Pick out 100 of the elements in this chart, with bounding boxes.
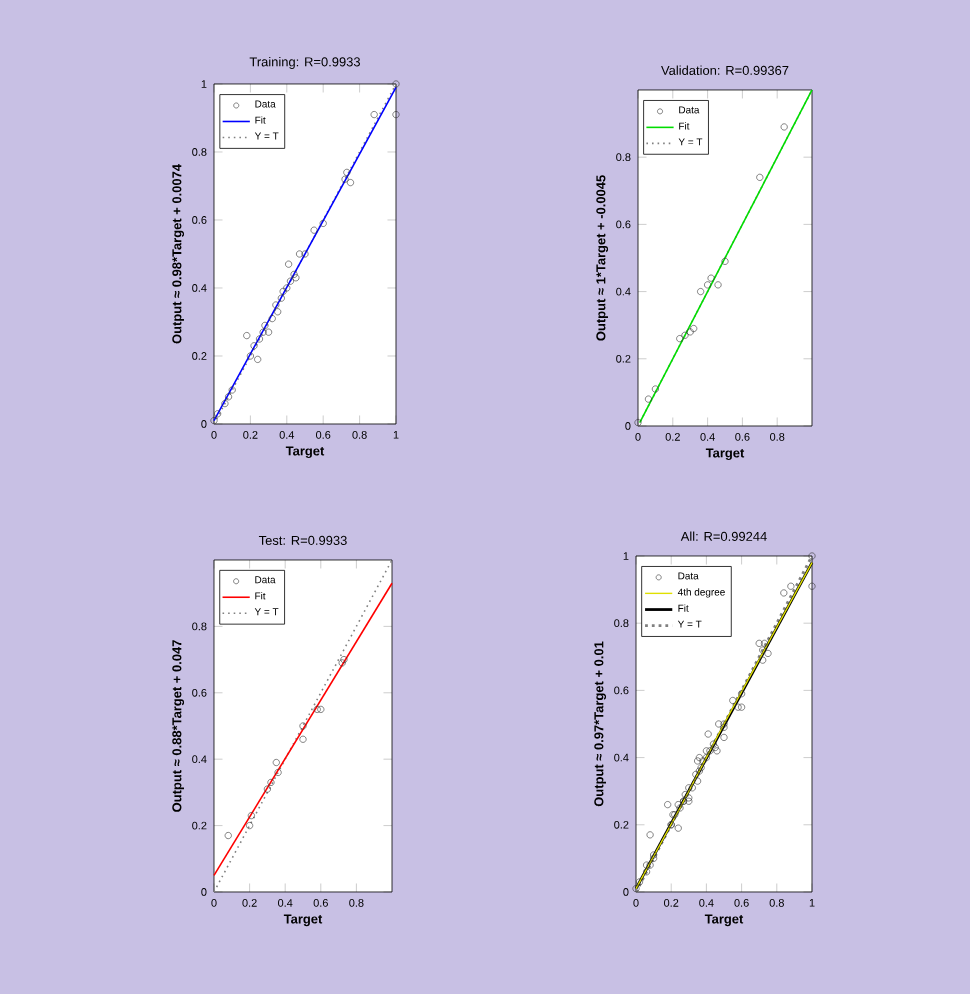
point	[734, 703, 742, 711]
point	[681, 791, 689, 799]
point	[274, 768, 282, 776]
point	[756, 173, 764, 181]
point	[685, 797, 693, 805]
point	[214, 410, 222, 418]
point	[646, 861, 654, 869]
point	[706, 747, 714, 755]
point	[650, 854, 658, 862]
point	[225, 393, 233, 401]
point	[338, 659, 346, 667]
point	[755, 639, 763, 647]
point	[317, 705, 325, 713]
point	[685, 794, 693, 802]
point	[340, 656, 348, 664]
point	[780, 589, 788, 597]
point	[644, 395, 652, 403]
point	[702, 754, 710, 762]
point	[715, 720, 723, 728]
point	[392, 111, 400, 119]
point	[370, 111, 378, 119]
point	[256, 335, 263, 343]
point	[699, 757, 707, 765]
point	[764, 649, 772, 657]
point	[643, 868, 651, 876]
point	[709, 740, 717, 748]
point	[686, 328, 694, 336]
point	[224, 832, 232, 840]
point	[261, 321, 269, 329]
point	[210, 417, 218, 425]
point	[221, 400, 229, 408]
point	[310, 226, 318, 234]
point	[681, 331, 689, 339]
point	[347, 179, 354, 187]
point	[646, 831, 654, 839]
point	[738, 703, 746, 711]
point	[299, 722, 307, 730]
point	[292, 274, 300, 282]
point	[694, 777, 702, 785]
point	[690, 325, 698, 333]
point	[290, 270, 298, 278]
point	[707, 274, 715, 282]
point	[272, 301, 280, 309]
point	[780, 123, 788, 131]
point	[296, 250, 304, 258]
point	[695, 767, 703, 775]
point	[392, 80, 400, 88]
point	[279, 287, 287, 295]
point	[267, 778, 275, 786]
point	[643, 861, 651, 869]
point	[268, 315, 276, 323]
point	[720, 720, 728, 728]
point	[759, 656, 767, 664]
point	[759, 646, 767, 654]
point	[313, 705, 321, 713]
point	[272, 759, 280, 766]
point	[250, 342, 258, 350]
point	[787, 582, 795, 590]
point	[634, 419, 642, 427]
point	[695, 754, 703, 762]
point	[729, 696, 737, 704]
point	[674, 824, 682, 832]
point	[632, 885, 640, 893]
point	[319, 219, 327, 227]
point	[676, 335, 684, 343]
point	[650, 851, 658, 859]
point	[243, 332, 251, 340]
point	[697, 288, 705, 296]
point	[711, 744, 719, 751]
point	[246, 352, 254, 360]
point	[247, 812, 255, 820]
point	[277, 294, 285, 302]
point	[676, 804, 684, 812]
point	[704, 730, 712, 738]
point	[808, 582, 816, 590]
point	[694, 757, 702, 765]
point	[721, 257, 729, 265]
point	[259, 328, 267, 336]
point	[301, 250, 309, 258]
point	[274, 308, 282, 316]
point	[343, 168, 351, 176]
point	[688, 784, 696, 792]
point	[713, 747, 721, 755]
point	[636, 878, 644, 886]
point	[651, 385, 659, 393]
point	[228, 386, 236, 394]
point	[720, 733, 728, 741]
point	[341, 175, 349, 183]
point	[265, 328, 273, 336]
point	[285, 260, 293, 268]
point	[254, 355, 262, 363]
point	[692, 770, 700, 778]
point	[246, 822, 254, 830]
point	[714, 281, 722, 289]
point	[685, 784, 693, 792]
point	[263, 785, 271, 793]
point	[283, 284, 291, 292]
point	[286, 277, 294, 285]
point	[702, 747, 710, 755]
point	[738, 690, 746, 698]
